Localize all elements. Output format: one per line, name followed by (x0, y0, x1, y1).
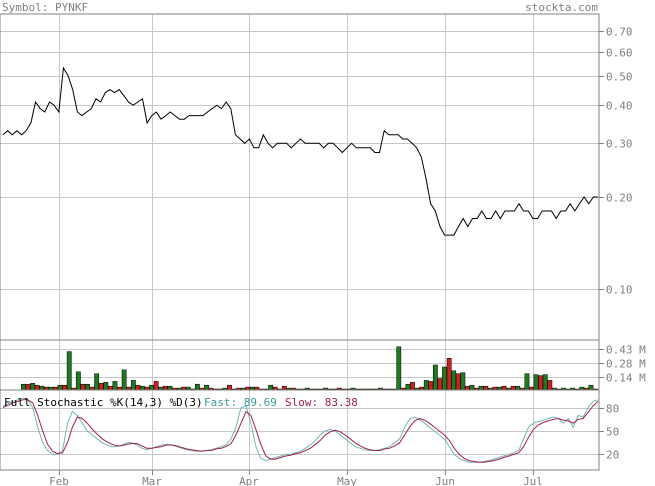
volume-bars (21, 346, 598, 391)
stochastic-slow-line (2, 399, 599, 463)
volume-bar-up (524, 373, 530, 391)
volume-bar-down (98, 383, 104, 391)
volume-bar-down (538, 375, 544, 391)
volume-bar-up (140, 385, 145, 391)
stochastic-title: Full Stochastic %K(14,3) %D(3) (4, 396, 203, 409)
price-tick-label: 0.30 (606, 138, 633, 151)
volume-bar-down (227, 384, 232, 391)
volume-bar-up (94, 373, 100, 391)
volume-bar-down (108, 385, 113, 391)
price-tick-label: 0.20 (606, 192, 633, 205)
volume-bar-up (533, 374, 539, 391)
stochastic-tick-label: 20 (606, 449, 619, 462)
volume-bar-down (135, 384, 141, 391)
price-axis-ticks: 0.70 0.60 0.50 0.40 0.30 0.20 0.10 (599, 26, 633, 297)
price-tick-label: 0.10 (606, 284, 633, 297)
stochastic-panel-frame (0, 389, 600, 471)
volume-bar-up (103, 382, 109, 391)
volume-bar-down (25, 383, 31, 391)
volume-bar-up (167, 385, 173, 391)
volume-panel-frame (0, 339, 600, 391)
price-line (2, 66, 598, 236)
volume-bar-up (149, 384, 155, 391)
volume-tick-label: 0.43 M (606, 344, 646, 357)
volume-bar-up (194, 383, 200, 391)
volume-bar-down (162, 385, 168, 391)
volume-bar-up (121, 369, 127, 391)
volume-bar-up (268, 384, 274, 391)
price-tick-label: 0.50 (606, 71, 633, 84)
volume-bar-up (460, 372, 466, 391)
x-tick-label: Mar (142, 475, 162, 486)
stochastic-fast-line (2, 397, 599, 463)
volume-bar-up (130, 380, 136, 391)
x-axis-labels: Feb Mar Apr May Jun Jul (49, 470, 543, 486)
volume-bar-down (465, 385, 470, 391)
volume-bar-down (501, 385, 507, 391)
volume-bar-up (57, 384, 63, 391)
volume-bar-up (85, 383, 90, 391)
price-tick-label: 0.70 (606, 26, 633, 39)
stochastic-axis-ticks: 80 50 20 (599, 403, 619, 462)
volume-bar-up (451, 370, 457, 391)
volume-bar-up (396, 346, 402, 391)
x-tick-label: May (337, 475, 357, 486)
volume-bar-down (455, 373, 461, 391)
volume-tick-label: 0.14 M (606, 372, 646, 385)
price-tick-label: 0.40 (606, 100, 633, 113)
volume-bar-up (588, 384, 594, 391)
volume-bar-up (112, 381, 118, 391)
price-panel: 0.70 0.60 0.50 0.40 0.30 0.20 0.10 (0, 13, 633, 341)
volume-bar-up (39, 385, 45, 391)
volume-bar-up (432, 364, 438, 391)
volume-bar-up (204, 384, 209, 391)
stochastic-tick-label: 50 (606, 426, 619, 439)
volume-panel: 0.43 M0.28 M0.14 M (0, 339, 646, 391)
volume-bar-up (75, 371, 81, 391)
volume-bar-down (34, 384, 40, 391)
stochastic-fast-label: Fast: 89.69 (204, 396, 277, 409)
volume-bar-up (442, 366, 447, 391)
price-horizontal-grid (0, 31, 599, 290)
volume-bar-up (423, 380, 429, 391)
volume-bar-down (62, 384, 68, 391)
volume-bar-down (153, 381, 159, 391)
volume-bar-down (446, 358, 452, 391)
x-tick-label: Feb (49, 475, 69, 486)
volume-bar-up (478, 385, 484, 391)
volume-bar-down (80, 383, 86, 391)
symbol-label: Symbol: PYNKF (2, 1, 88, 14)
volume-tick-label: 0.28 M (606, 358, 646, 371)
volume-bar-down (510, 385, 516, 391)
stochastic-horizontal-grid (0, 408, 599, 455)
price-vertical-grid (59, 14, 534, 340)
volume-bar-down (281, 385, 287, 391)
volume-bar-down (483, 385, 489, 391)
stochastic-tick-label: 80 (606, 403, 619, 416)
site-label: stockta.com (525, 1, 598, 14)
x-tick-label: Jul (523, 475, 543, 486)
volume-bar-up (30, 383, 36, 391)
volume-bar-up (66, 351, 72, 391)
price-panel-frame (0, 13, 600, 341)
volume-bar-up (469, 384, 475, 391)
volume-axis-ticks: 0.43 M0.28 M0.14 M (599, 344, 646, 385)
volume-bar-up (21, 383, 26, 391)
volume-bar-down (437, 378, 443, 391)
x-tick-label: Apr (239, 475, 259, 486)
stochastic-slow-label: Slow: 83.38 (285, 396, 358, 409)
volume-bar-up (542, 374, 548, 391)
volume-bar-down (428, 381, 434, 391)
price-tick-label: 0.60 (606, 47, 633, 60)
volume-bar-up (515, 385, 521, 391)
x-tick-label: Jun (435, 475, 455, 486)
stochastic-panel: Full Stochastic %K(14,3) %D(3) Fast: 89.… (0, 389, 619, 471)
volume-bar-down (547, 380, 553, 391)
volume-horizontal-grid (0, 349, 599, 378)
volume-bar-down (410, 382, 415, 391)
volume-bar-up (405, 383, 411, 391)
